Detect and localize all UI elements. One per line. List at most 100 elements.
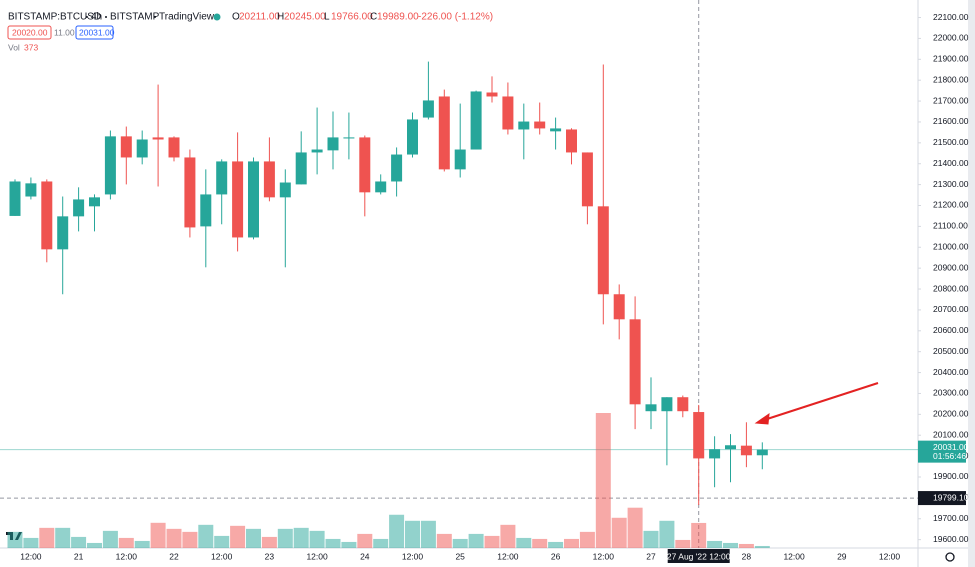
candle-body (677, 397, 689, 412)
ohlc-value: 19766.00 (331, 12, 373, 23)
volume-value: 373 (24, 42, 38, 52)
candle-body (295, 152, 307, 185)
market-status (213, 13, 221, 21)
candle-body (104, 136, 116, 195)
candle-body (120, 136, 132, 158)
x-tick-label: 24 (360, 551, 370, 561)
candle-body (438, 96, 450, 170)
ask-box[interactable] (75, 25, 114, 40)
ohlc-key: C (370, 12, 377, 23)
volume-bar (420, 520, 436, 548)
y-tick-label: 22100.00 (933, 12, 969, 22)
y-tick-label: 21500.00 (933, 137, 969, 147)
volume-bar (55, 527, 71, 548)
y-tick-label: 20400.00 (933, 367, 969, 377)
candle-body (597, 206, 609, 295)
volume-bar (643, 530, 659, 548)
ohlc-value: 19989.00 (377, 12, 419, 23)
x-tick-label: 29 (837, 551, 847, 561)
candle-body (613, 294, 625, 320)
y-tick-label: 20900.00 (933, 262, 969, 272)
volume-bar (691, 522, 707, 548)
volume-bar (564, 538, 579, 548)
candle-body (168, 137, 180, 158)
y-tick-label: 21100.00 (933, 221, 968, 231)
volume-bar (134, 540, 150, 548)
volume-bar (198, 524, 214, 548)
drawing-arrow (754, 382, 879, 425)
candle-body (232, 161, 244, 238)
volume-bar (325, 538, 341, 548)
volume-bar (500, 524, 516, 548)
candle-body (57, 216, 69, 250)
volume-bar (627, 507, 643, 548)
separator (105, 16, 107, 18)
volume-bar (468, 533, 484, 548)
candle-body (25, 183, 37, 197)
x-tick-label: 25 (455, 551, 465, 561)
volume-bar (118, 537, 134, 548)
candle-body (693, 412, 705, 459)
settings[interactable] (945, 552, 955, 562)
crosshair-x-box (667, 549, 730, 563)
candle-body (375, 181, 387, 193)
candle-body (454, 149, 466, 170)
side-strip (968, 0, 975, 567)
candle-body (136, 139, 148, 158)
candle-body (263, 161, 275, 198)
y-tick-label: 20700.00 (933, 304, 969, 314)
volume-bar (723, 542, 738, 548)
volume-bar (738, 543, 754, 548)
candle-body (740, 445, 752, 456)
candle-body (581, 152, 593, 207)
candle-body (9, 181, 21, 216)
volume-bar (39, 527, 55, 548)
volume-bar (373, 538, 389, 548)
ask[interactable]: 20031.00 (79, 27, 115, 37)
x-tick-label: 22 (169, 551, 179, 561)
volume-bar (341, 541, 357, 548)
bid-box[interactable] (7, 25, 52, 40)
volume-bar (87, 542, 102, 548)
volume-bar (246, 528, 261, 548)
candle-body (327, 137, 339, 151)
volume-bar (532, 538, 548, 548)
x-tick-label: 12:00 (20, 551, 42, 561)
volume-bar (516, 537, 532, 548)
candle-body (41, 181, 53, 250)
volume-bar (452, 538, 468, 548)
candle-body (279, 182, 291, 198)
volume-bar (71, 536, 87, 548)
y-tick-label: 19700.00 (933, 513, 969, 523)
volume-label: Vol (8, 42, 20, 52)
x-tick-label: 12:00 (116, 551, 138, 561)
volume-bar (309, 530, 325, 548)
bid[interactable]: 20020.00 (12, 27, 48, 37)
volume-bar (102, 530, 118, 548)
last-price-label: 20031.00 (933, 442, 969, 452)
y-tick-label: 20200.00 (933, 409, 969, 419)
x-tick-label: 12:00 (306, 551, 328, 561)
y-tick-label: 21000.00 (933, 242, 969, 252)
candle-body (756, 449, 768, 456)
volume-bar (389, 514, 405, 548)
candle-body (709, 449, 721, 459)
candle-body (518, 121, 530, 130)
spread: 11.00 (54, 27, 75, 37)
candle-body (645, 404, 657, 412)
ohlc-key: L (324, 12, 330, 23)
y-tick-label: 19900.00 (933, 471, 969, 481)
candle-body (343, 137, 355, 139)
volume-bar (7, 531, 23, 548)
volume-bar (357, 533, 373, 548)
y-tick-label: 20100.00 (933, 429, 969, 439)
volume-bar (182, 531, 198, 548)
change: -226.00 (-1.12%) (418, 12, 493, 23)
gear[interactable] (945, 552, 955, 562)
y-tick-label: 20500.00 (933, 346, 969, 356)
y-tick-label: 21900.00 (933, 54, 969, 64)
ohlc-value: 20245.00 (284, 12, 326, 23)
last-price-box (918, 440, 966, 463)
